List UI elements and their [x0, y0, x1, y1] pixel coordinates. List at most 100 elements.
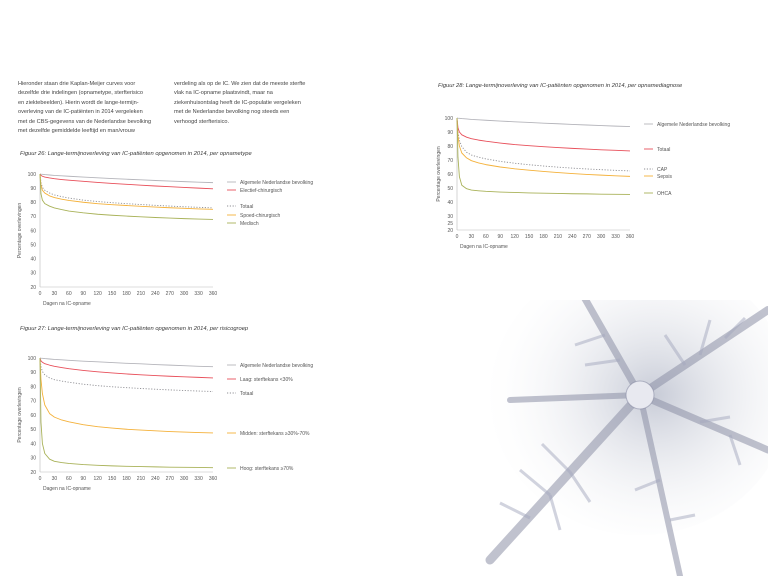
x-tick-label: 30	[52, 291, 58, 297]
y-tick-label: 20	[30, 470, 36, 476]
series-line	[39, 173, 214, 210]
intro-line: ziekenhuisontslag heeft de IC-populatie …	[174, 99, 301, 106]
y-tick-label: 30	[447, 214, 453, 220]
x-tick-label: 90	[80, 476, 86, 482]
x-tick-label: 60	[66, 476, 72, 482]
legend-label: Algemele Nederlandse bevolking	[240, 363, 313, 369]
y-tick-label: 90	[447, 130, 453, 136]
series-line	[39, 357, 214, 434]
y-tick-label: 80	[30, 384, 36, 390]
y-tick-label: 20	[447, 228, 453, 234]
x-tick-label: 360	[626, 234, 635, 240]
series-line	[39, 173, 214, 184]
legend-label: Totaal	[240, 204, 253, 210]
x-tick-label: 270	[166, 291, 175, 297]
legend-label: Algemele Nederlandse bevolking	[240, 180, 313, 186]
y-axis-label: Percentage overlevingen	[436, 146, 442, 202]
legend-label: CAP	[657, 167, 668, 173]
y-tick-label: 100	[28, 356, 37, 362]
figure-26-chart: 20 30 40 50 60 70 80 90 100 0 30 60 90 120 150 180 210 24…	[17, 172, 313, 307]
intro-line: verhoogd sterfterisico.	[174, 118, 230, 125]
y-tick-label: 25	[447, 221, 453, 227]
x-tick-label: 120	[93, 291, 102, 297]
y-tick-label: 30	[30, 456, 36, 462]
y-tick-label: 60	[30, 228, 36, 234]
legend-label: Sepsis	[657, 174, 673, 180]
x-tick-label: 210	[554, 234, 563, 240]
y-tick-label: 50	[447, 186, 453, 192]
y-tick-label: 70	[30, 399, 36, 405]
intro-line: dezelfde drie indelingen (opnametype, st…	[18, 90, 143, 97]
series-line	[39, 173, 214, 190]
series-line	[39, 173, 214, 209]
y-tick-label: 60	[447, 172, 453, 178]
legend-label: Laag: sterftekans <30%	[240, 377, 293, 383]
series-line	[456, 117, 631, 177]
y-tick-label: 90	[30, 186, 36, 192]
figure-26-caption: Figuur 26: Lange-termijnoverleving van I…	[20, 151, 252, 157]
x-axis-label: Dagen na IC-opname	[460, 244, 508, 250]
y-tick-label: 40	[30, 257, 36, 263]
y-tick-label: 50	[30, 242, 36, 248]
y-tick-label: 100	[445, 116, 454, 122]
series-line	[39, 357, 214, 379]
legend-label: Electief-chirurgisch	[240, 188, 282, 194]
legend-label: Medisch	[240, 221, 259, 227]
legend-label: Totaal	[657, 147, 670, 153]
legend-label: Spoed-chirurgisch	[240, 213, 281, 219]
y-tick-label: 50	[30, 427, 36, 433]
x-tick-label: 330	[611, 234, 620, 240]
x-tick-label: 270	[583, 234, 592, 240]
y-tick-label: 70	[30, 214, 36, 220]
y-tick-label: 90	[30, 370, 36, 376]
y-tick-label: 40	[447, 200, 453, 206]
series-line	[456, 117, 631, 127]
intro-left-column: Hieronder staan drie Kaplan-Meijer curve…	[18, 80, 168, 136]
series-line	[39, 357, 214, 469]
x-tick-label: 210	[137, 291, 146, 297]
x-tick-label: 180	[122, 476, 131, 482]
x-tick-label: 30	[52, 476, 58, 482]
intro-right-column: verdeling als op de IC. We zien dat de m…	[174, 80, 334, 127]
x-tick-label: 0	[39, 476, 42, 482]
series-line	[456, 117, 631, 195]
x-tick-label: 150	[108, 291, 117, 297]
snowflake-decoration-icon	[485, 300, 768, 576]
series-line	[39, 173, 214, 220]
intro-line: met dezelfde gemiddelde leeftijd en man/…	[18, 128, 135, 135]
y-tick-label: 40	[30, 441, 36, 447]
y-tick-label: 30	[30, 271, 36, 277]
x-tick-label: 330	[194, 476, 203, 482]
y-tick-label: 60	[30, 413, 36, 419]
x-axis-label: Dagen na IC-opname	[43, 486, 91, 492]
legend-label: OHCA	[657, 191, 672, 197]
y-axis-label: Percentage overlevingen	[17, 387, 23, 443]
intro-line: Hieronder staan drie Kaplan-Meijer curve…	[18, 81, 136, 87]
y-tick-label: 80	[447, 144, 453, 150]
figure-27-chart: 20 30 40 50 60 70 80 90 100 0 30 60 90 120 150 180 210 24…	[17, 356, 313, 492]
x-tick-label: 360	[209, 291, 218, 297]
x-tick-label: 240	[151, 476, 160, 482]
series-line	[456, 117, 631, 152]
y-tick-label: 70	[447, 158, 453, 164]
y-axis-label: Percentage overlevingen	[17, 203, 23, 259]
legend-label: Algemele Nederlandse bevolking	[657, 122, 730, 128]
x-tick-label: 330	[194, 291, 203, 297]
x-tick-label: 90	[497, 234, 503, 240]
x-tick-label: 150	[525, 234, 534, 240]
series-line	[39, 357, 214, 392]
intro-line: vlak na IC-opname plaatsvindt, maar na	[174, 90, 273, 97]
intro-line: overleving van de IC-patiënten in 2014 v…	[18, 109, 143, 116]
x-tick-label: 150	[108, 476, 117, 482]
x-tick-label: 300	[180, 476, 189, 482]
y-tick-label: 100	[28, 172, 37, 178]
x-tick-label: 210	[137, 476, 146, 482]
x-tick-label: 90	[80, 291, 86, 297]
x-tick-label: 240	[568, 234, 577, 240]
legend-label: Totaal	[240, 391, 253, 397]
intro-line: en ziektebeelden). Hierin wordt de lange…	[18, 99, 139, 106]
y-tick-label: 80	[30, 200, 36, 206]
x-tick-label: 60	[66, 291, 72, 297]
x-tick-label: 0	[39, 291, 42, 297]
